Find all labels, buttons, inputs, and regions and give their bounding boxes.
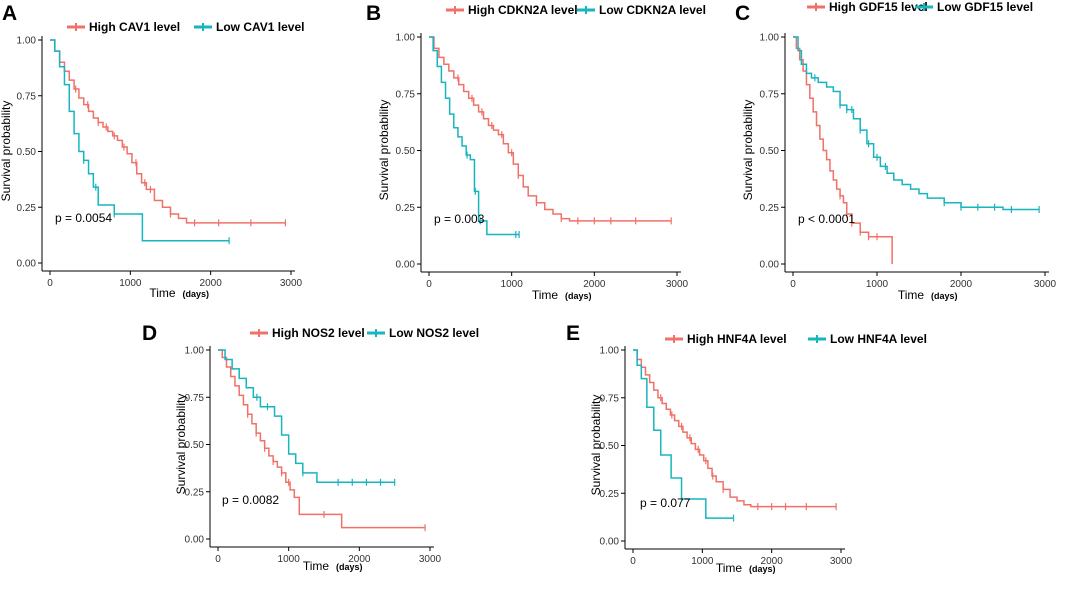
x-tick-label: 3000	[419, 554, 442, 565]
y-tick-label: 0.50	[760, 146, 780, 157]
km-curve-low	[429, 36, 520, 236]
panel-letter-a: A	[2, 2, 17, 25]
x-tick-label: 1000	[866, 279, 889, 290]
km-curve-low	[218, 349, 395, 484]
x-tick-label: 3000	[830, 556, 853, 567]
x-tick-label: 2000	[200, 278, 223, 289]
legend-label-low: Low CDKN2A level	[599, 3, 706, 17]
x-axis-unit: (days)	[749, 564, 776, 574]
y-tick-label: 0.00	[600, 537, 620, 548]
panel-a: A 0.00 0.25 0.50 0.75 1.00 0 1000 2000 3000 Survi…	[0, 2, 304, 300]
y-tick-label: 1.00	[17, 36, 37, 47]
x-tick-label: 3000	[280, 278, 303, 289]
x-tick-label: 2000	[583, 279, 606, 290]
y-tick-label: 0.00	[17, 259, 37, 270]
y-tick-label: 0.75	[600, 393, 620, 404]
km-curve-low	[793, 36, 1040, 211]
x-axis-label: Time	[716, 561, 743, 575]
panel-letter-d: D	[142, 322, 157, 345]
y-tick-label: 1.00	[600, 346, 620, 357]
y-tick-label: 0.25	[396, 203, 416, 214]
legend-label-low: Low GDF15 level	[937, 0, 1033, 14]
x-tick-label: 3000	[1034, 279, 1057, 290]
y-axis-label: Survival probability	[741, 100, 755, 201]
y-tick-label: 0.50	[185, 440, 205, 451]
y-tick-label: 0.50	[600, 441, 620, 452]
y-tick-label: 0.00	[185, 535, 205, 546]
x-axis-label: Time	[898, 288, 925, 302]
y-tick-label: 0.25	[600, 489, 620, 500]
y-tick-label: 0.75	[17, 91, 37, 102]
y-axis-label: Survival probability	[377, 100, 391, 201]
y-axis-label: Survival probability	[589, 395, 603, 496]
legend-label-high: High GDF15 level	[829, 0, 928, 14]
x-axis-unit: (days)	[931, 291, 958, 301]
legend-label-high: High CAV1 level	[89, 20, 180, 34]
panel-d: D 0.00 0.25 0.50 0.75 1.00 0 1000 2000 3000 Survi…	[142, 322, 479, 573]
x-tick-label: 0	[47, 278, 53, 289]
x-tick-label: 0	[630, 556, 636, 567]
x-axis-unit: (days)	[336, 562, 363, 572]
y-tick-label: 1.00	[185, 346, 205, 357]
km-curve-low	[633, 349, 734, 519]
p-value: p = 0.077	[640, 496, 691, 510]
y-tick-label: 0.75	[396, 89, 416, 100]
p-value: p = 0.0054	[55, 211, 112, 225]
y-tick-label: 0.75	[760, 89, 780, 100]
x-axis-label: Time	[303, 559, 330, 573]
x-tick-label: 2000	[348, 554, 371, 565]
y-tick-label: 0.00	[396, 260, 416, 271]
km-curve-high	[633, 349, 837, 508]
panel-letter-e: E	[566, 322, 580, 345]
x-tick-label: 3000	[666, 279, 689, 290]
legend-label-low: Low CAV1 level	[216, 20, 304, 34]
panel-letter-c: C	[735, 2, 750, 25]
p-value: p < 0.0001	[798, 212, 855, 226]
km-curve-high	[218, 349, 426, 529]
x-axis-unit: (days)	[565, 291, 592, 301]
y-tick-label: 1.00	[396, 33, 416, 44]
legend-label-low: Low HNF4A level	[830, 332, 927, 346]
y-tick-label: 0.50	[17, 147, 37, 158]
legend-label-low: Low NOS2 level	[389, 326, 479, 340]
legend-label-high: High NOS2 level	[272, 326, 365, 340]
p-value: p = 0.003	[434, 212, 485, 226]
x-tick-label: 2000	[761, 556, 784, 567]
p-value: p = 0.0082	[222, 493, 279, 507]
y-tick-label: 0.00	[760, 260, 780, 271]
panel-letter-b: B	[366, 2, 381, 25]
y-tick-label: 0.50	[396, 146, 416, 157]
panel-c: C 0.00 0.25 0.50 0.75 1.00 0 1000 2000 3000 Survi…	[735, 0, 1057, 302]
km-curve-high	[793, 36, 893, 264]
x-axis-label: Time	[532, 288, 559, 302]
x-tick-label: 1000	[119, 278, 142, 289]
km-curve-high	[429, 36, 672, 222]
y-tick-label: 0.25	[185, 487, 205, 498]
x-tick-label: 1000	[691, 556, 714, 567]
km-curve-high	[50, 39, 286, 224]
legend-label-high: High CDKN2A level	[468, 3, 578, 17]
y-tick-label: 1.00	[760, 33, 780, 44]
y-tick-label: 0.75	[185, 393, 205, 404]
panel-e: E 0.00 0.25 0.50 0.75 1.00 0 1000 2000 3000 Survi…	[566, 322, 927, 575]
x-axis-unit: (days)	[183, 289, 210, 299]
x-axis-label: Time	[149, 286, 176, 300]
km-curve-low	[50, 39, 230, 242]
x-tick-label: 2000	[950, 279, 973, 290]
y-axis-label: Survival probability	[0, 101, 13, 202]
x-tick-label: 1000	[501, 279, 524, 290]
y-tick-label: 0.25	[17, 203, 37, 214]
panel-b: B 0.00 0.25 0.50 0.75 1.00 0 1000 2000 3000 Survi…	[366, 2, 706, 302]
x-tick-label: 1000	[278, 554, 301, 565]
y-axis-label: Survival probability	[174, 394, 188, 495]
legend-label-high: High HNF4A level	[687, 332, 787, 346]
y-tick-label: 0.25	[760, 203, 780, 214]
x-tick-label: 0	[426, 279, 432, 290]
x-tick-label: 0	[215, 554, 221, 565]
x-tick-label: 0	[790, 279, 796, 290]
